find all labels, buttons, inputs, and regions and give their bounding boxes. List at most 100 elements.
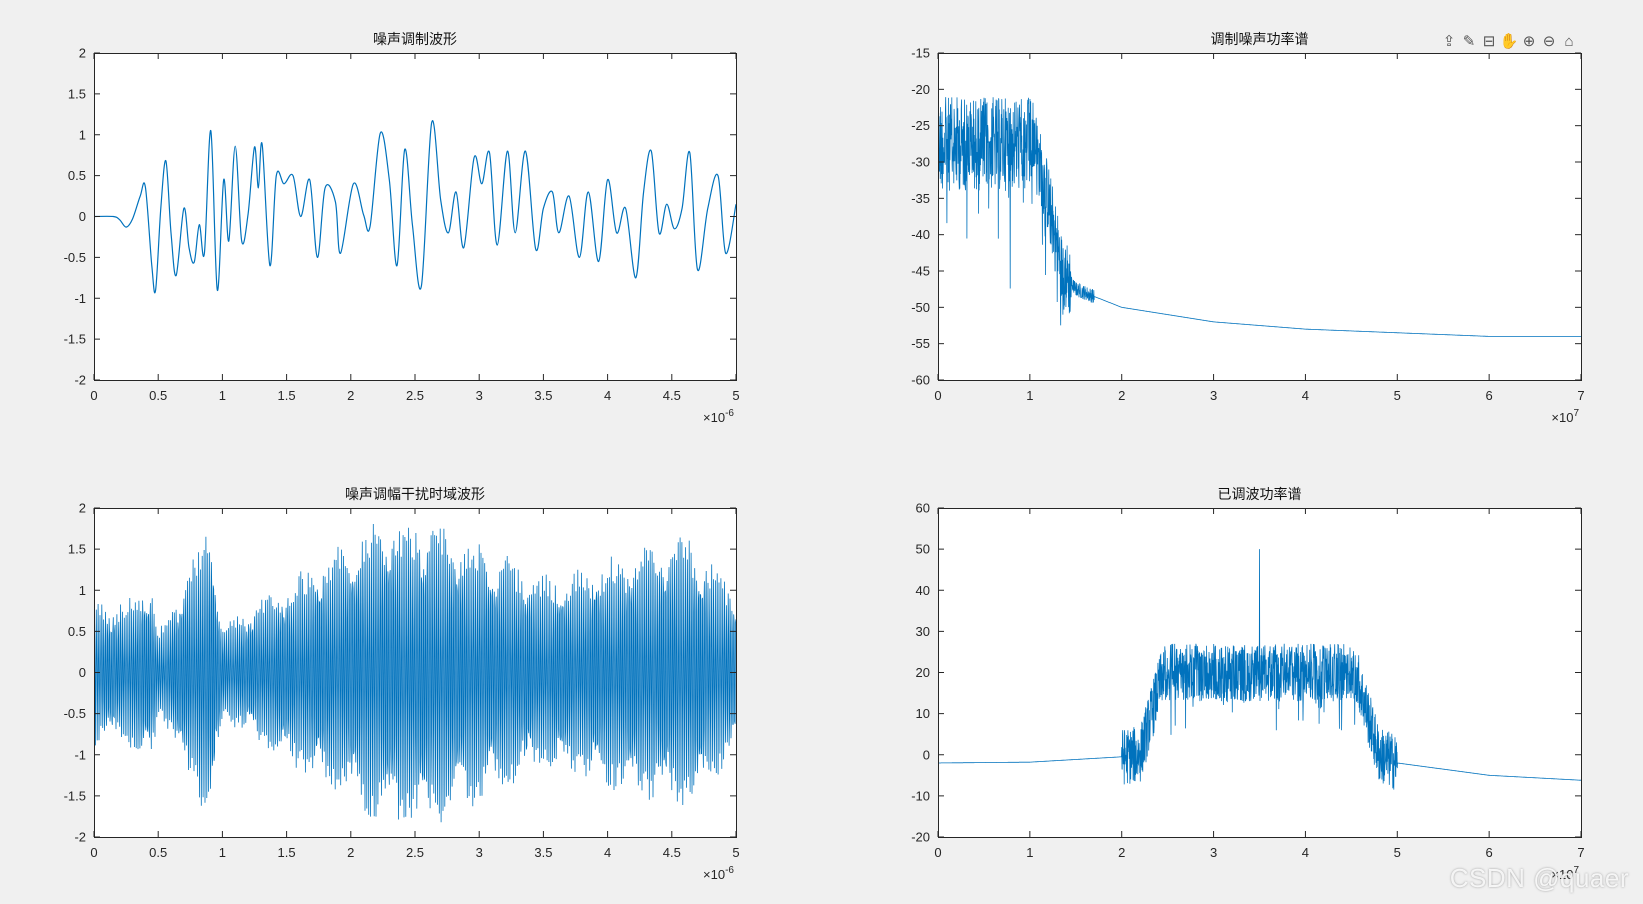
watermark: CSDN @quaer: [1449, 863, 1629, 893]
x-tick-label: 1: [219, 388, 226, 403]
y-tick-label: -30: [911, 155, 930, 170]
x-tick-label: 6: [1486, 388, 1493, 403]
y-tick-label: 2: [79, 46, 86, 61]
y-tick-label: 0: [79, 665, 86, 680]
x-tick-label: 0: [90, 845, 97, 860]
y-tick-label: -1.5: [64, 788, 86, 803]
subplot-2: 0 1 2 3 4 5 6 7 -60 -55 -50 -45 -40 -35 -30 -25 -20 -15 ×1…: [911, 31, 1584, 425]
x-tick-label: 2: [347, 845, 354, 860]
zoom-in-icon[interactable]: ⊕: [1522, 33, 1536, 50]
y-tick-label: -40: [911, 227, 930, 242]
series-line: [938, 549, 1581, 790]
x-exponent-label: ×107: [1551, 408, 1579, 425]
x-tick-label: 0: [934, 388, 941, 403]
y-tick-label: -35: [911, 191, 930, 206]
y-tick-label: -20: [911, 82, 930, 97]
x-tick-label: 2.5: [406, 388, 424, 403]
y-tick-label: 50: [916, 542, 930, 557]
x-tick-label: 5: [1394, 388, 1401, 403]
x-tick-label: 2: [1118, 388, 1125, 403]
x-tick-label: 4: [1302, 388, 1309, 403]
datatip-icon[interactable]: ⊟: [1482, 33, 1496, 50]
x-tick-label: 0: [934, 845, 941, 860]
brush-icon[interactable]: ✎: [1462, 33, 1476, 50]
subplot-title: 调制噪声功率谱: [1211, 31, 1309, 48]
y-tick-label: -10: [911, 788, 930, 803]
x-tick-label: 3: [1210, 845, 1217, 860]
x-tick-label: 1: [1026, 845, 1033, 860]
x-tick-label: 7: [1577, 845, 1584, 860]
subplot-title: 噪声调幅干扰时域波形: [345, 487, 485, 503]
y-tick-label: 60: [916, 501, 930, 516]
y-tick-label: -0.5: [64, 250, 86, 265]
x-tick-label: 2: [347, 388, 354, 403]
y-tick-label: 1.5: [68, 542, 86, 557]
y-tick-label: -1: [74, 747, 86, 762]
x-tick-label: 6: [1486, 845, 1493, 860]
pan-icon[interactable]: ✋: [1499, 33, 1519, 50]
x-tick-label: 0: [90, 388, 97, 403]
y-tick-label: -60: [911, 373, 930, 388]
zoom-out-icon[interactable]: ⊖: [1542, 33, 1556, 50]
y-tick-label: 20: [916, 665, 930, 680]
subplot-1: 0 0.5 1 1.5 2 2.5 3 3.5 4 4.5 5 -2 -1.5 -1 -0.5 0 0.5 1 1.…: [64, 32, 740, 425]
x-tick-label: 5: [732, 388, 739, 403]
x-tick-label: 4: [604, 845, 611, 860]
y-tick-label: 0.5: [68, 168, 86, 183]
x-tick-label: 3.5: [534, 845, 552, 860]
x-tick-label: 1.5: [278, 388, 296, 403]
y-tick-label: 10: [916, 706, 930, 721]
x-tick-label: 4.5: [663, 388, 681, 403]
x-tick-label: 2.5: [406, 845, 424, 860]
x-tick-label: 4: [604, 388, 611, 403]
x-tick-label: 5: [732, 845, 739, 860]
series-line: [94, 523, 736, 823]
y-tick-label: -20: [911, 830, 930, 845]
x-tick-label: 0.5: [149, 388, 167, 403]
x-tick-label: 1: [1026, 388, 1033, 403]
y-tick-label: 0: [923, 747, 930, 762]
home-icon[interactable]: ⌂: [1564, 32, 1574, 50]
x-exponent-label: ×10-6: [703, 408, 734, 425]
y-tick-label: 40: [916, 583, 930, 598]
y-tick-label: -2: [74, 830, 86, 845]
x-tick-label: 1: [219, 845, 226, 860]
export-icon[interactable]: ⇪: [1442, 33, 1456, 50]
x-tick-label: 4: [1302, 845, 1309, 860]
x-tick-label: 3: [476, 845, 483, 860]
y-tick-label: 1: [79, 127, 86, 142]
y-tick-label: 0.5: [68, 624, 86, 639]
subplot-4: 0 1 2 3 4 5 6 7 -20 -10 0 10 20 30 40 50 60 ×107 已调波功率谱: [911, 486, 1584, 882]
y-tick-label: 30: [916, 624, 930, 639]
x-tick-label: 3: [1210, 388, 1217, 403]
x-tick-label: 3.5: [534, 388, 552, 403]
y-tick-label: 1.5: [68, 86, 86, 101]
x-exponent-label: ×10-6: [703, 865, 734, 882]
x-tick-label: 0.5: [149, 845, 167, 860]
y-tick-label: 2: [79, 501, 86, 516]
subplot-title: 已调波功率谱: [1218, 486, 1302, 503]
x-tick-label: 4.5: [663, 845, 681, 860]
y-tick-label: -45: [911, 264, 930, 279]
y-tick-label: 0: [79, 209, 86, 224]
y-tick-label: -0.5: [64, 706, 86, 721]
y-tick-label: -55: [911, 336, 930, 351]
y-tick-label: -2: [74, 373, 86, 388]
axes-background: [938, 53, 1581, 380]
y-tick-label: 1: [79, 583, 86, 598]
y-tick-label: -25: [911, 118, 930, 133]
subplot-title: 噪声调制波形: [373, 32, 457, 48]
x-tick-label: 1.5: [278, 845, 296, 860]
series-line: [938, 97, 1581, 337]
y-tick-label: -50: [911, 300, 930, 315]
y-tick-label: -15: [911, 46, 930, 61]
y-tick-label: -1: [74, 291, 86, 306]
x-tick-label: 3: [476, 388, 483, 403]
subplot-3: 0 0.5 1 1.5 2 2.5 3 3.5 4 4.5 5 -2 -1.5 -1 -0.5 0 0.5 1 1.…: [64, 487, 740, 882]
x-tick-label: 7: [1577, 388, 1584, 403]
x-tick-label: 2: [1118, 845, 1125, 860]
axes-box: [938, 53, 1582, 381]
axes-background: [94, 53, 736, 380]
series-line: [94, 120, 736, 294]
